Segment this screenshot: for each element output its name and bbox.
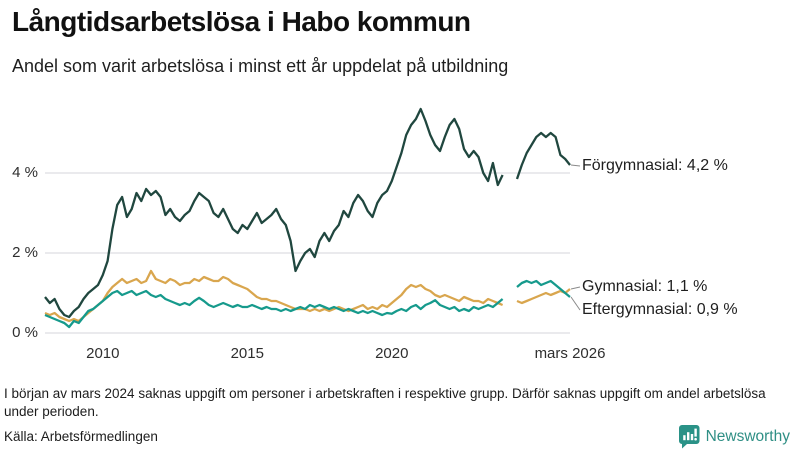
chart-footnote: I början av mars 2024 saknas uppgift om … (4, 386, 766, 420)
label-connector (570, 164, 581, 167)
y-tick-label: 0 % (12, 324, 38, 341)
label-connector (570, 296, 581, 311)
newsworthy-logo-icon (678, 425, 700, 449)
x-tick-label: 2015 (230, 345, 264, 362)
page-title: Långtidsarbetslösa i Habo kommun (12, 6, 471, 37)
series-end-label-gymnasial: Gymnasial: 1,1 % (582, 278, 708, 295)
series-line-förgymnasial (44, 107, 571, 319)
series-end-label-eftergymnasial: Eftergymnasial: 0,9 % (582, 301, 738, 318)
series-line-eftergymnasial (44, 279, 571, 329)
label-connector (570, 286, 581, 290)
newsworthy-logo-text: Newsworthy (705, 428, 790, 445)
y-tick-label: 4 % (12, 164, 38, 181)
x-tick-label: 2020 (375, 345, 409, 362)
series-line-gymnasial (44, 269, 571, 323)
series-end-label-forgymnasial: Förgymnasial: 4,2 % (582, 157, 728, 174)
y-tick-label: 2 % (12, 244, 38, 261)
x-tick-label: mars 2026 (534, 345, 606, 362)
x-tick-label: 2010 (86, 345, 120, 362)
page-subtitle: Andel som varit arbetslösa i minst ett å… (12, 56, 509, 76)
source-attribution: Källa: Arbetsförmedlingen (4, 429, 158, 444)
newsworthy-branding: Newsworthy (678, 425, 790, 449)
